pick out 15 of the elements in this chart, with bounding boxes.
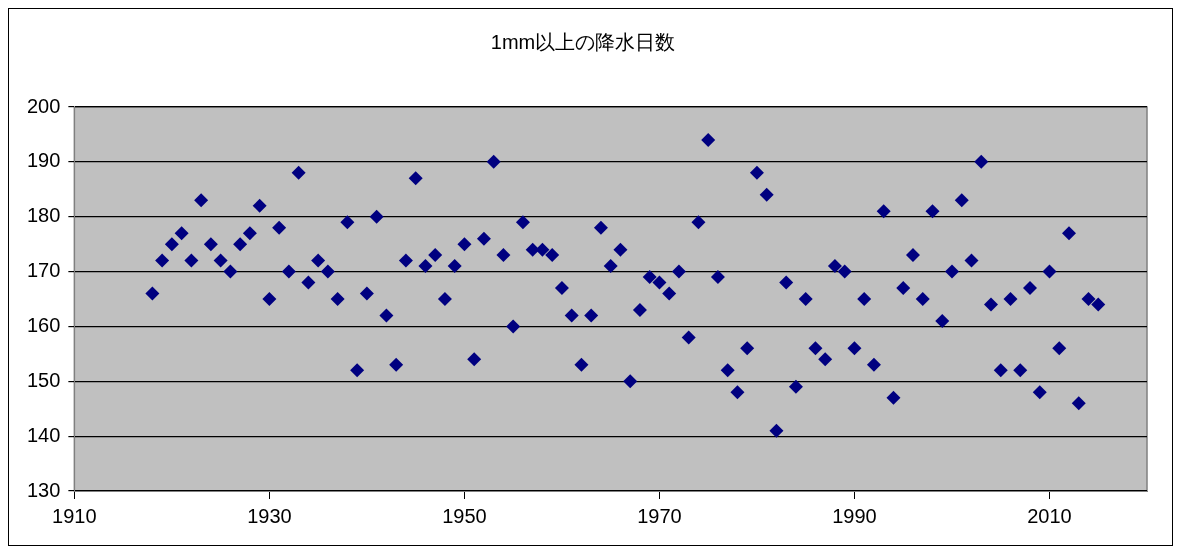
y-tick-label: 170 xyxy=(26,259,61,282)
y-tick-label: 160 xyxy=(26,313,61,336)
y-tick-label: 200 xyxy=(26,94,61,117)
x-tick-label: 1990 xyxy=(832,504,877,527)
y-tick-label: 130 xyxy=(26,478,61,501)
x-tick-label: 1910 xyxy=(52,504,97,527)
chart-title: 1mm以上の降水日数 xyxy=(490,30,676,53)
x-tick-label: 1970 xyxy=(637,504,682,527)
x-tick-label: 2010 xyxy=(1027,504,1072,527)
y-tick-label: 180 xyxy=(26,204,61,227)
x-tick-label: 1950 xyxy=(442,504,487,527)
x-tick-label: 1930 xyxy=(247,504,292,527)
y-tick-label: 150 xyxy=(26,368,61,391)
y-tick-label: 190 xyxy=(26,149,61,172)
y-tick-label: 140 xyxy=(26,423,61,446)
